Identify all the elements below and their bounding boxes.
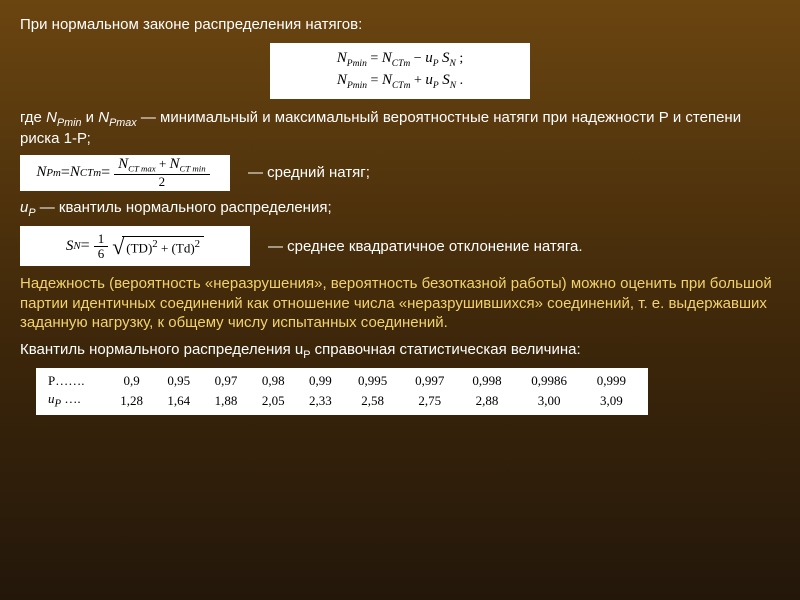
formula-2-label: — средний натяг; [248,164,370,181]
formula-row-2: NPm = NCTm = NCT max + NCT min 2 — средн… [20,155,780,191]
formula-block-3: SN = 1 6 √ (TD)2 + (Td)2 [20,226,250,266]
table-row: uP …. 1,28 1,64 1,88 2,05 2,33 2,58 2,75… [44,390,640,411]
reliability-paragraph: Надежность (вероятность «неразрушения», … [20,274,780,333]
formula-3-label: — среднее квадратичное отклонение натяга… [268,238,583,255]
row-label-up: uP …. [44,390,108,411]
quantile-table: P……. 0,9 0,95 0,97 0,98 0,99 0,995 0,997… [36,368,648,415]
table-row: P……. 0,9 0,95 0,97 0,98 0,99 0,995 0,997… [44,372,640,390]
quantile-line: Квантиль нормального распределения uP сп… [20,341,780,362]
where-line: где NPmin и NPmax — минимальный и максим… [20,109,780,149]
formula-row-3: SN = 1 6 √ (TD)2 + (Td)2 — среднее квадр… [20,226,780,266]
title: При нормальном законе распределения натя… [20,16,780,35]
formula-1-line-2: NPmin = NCTm + uP SN . [337,72,463,91]
formula-block-2: NPm = NCTm = NCT max + NCT min 2 [20,155,230,191]
slide-root: При нормальном законе распределения натя… [0,0,800,600]
up-line: uP — квантиль нормального распределения; [20,199,780,220]
formula-block-1: NPmin = NCTm − uP SN ; NPmin = NCTm + uP… [270,43,530,99]
row-label-p: P……. [44,372,108,390]
formula-1-line-1: NPmin = NCTm − uP SN ; [337,50,464,69]
